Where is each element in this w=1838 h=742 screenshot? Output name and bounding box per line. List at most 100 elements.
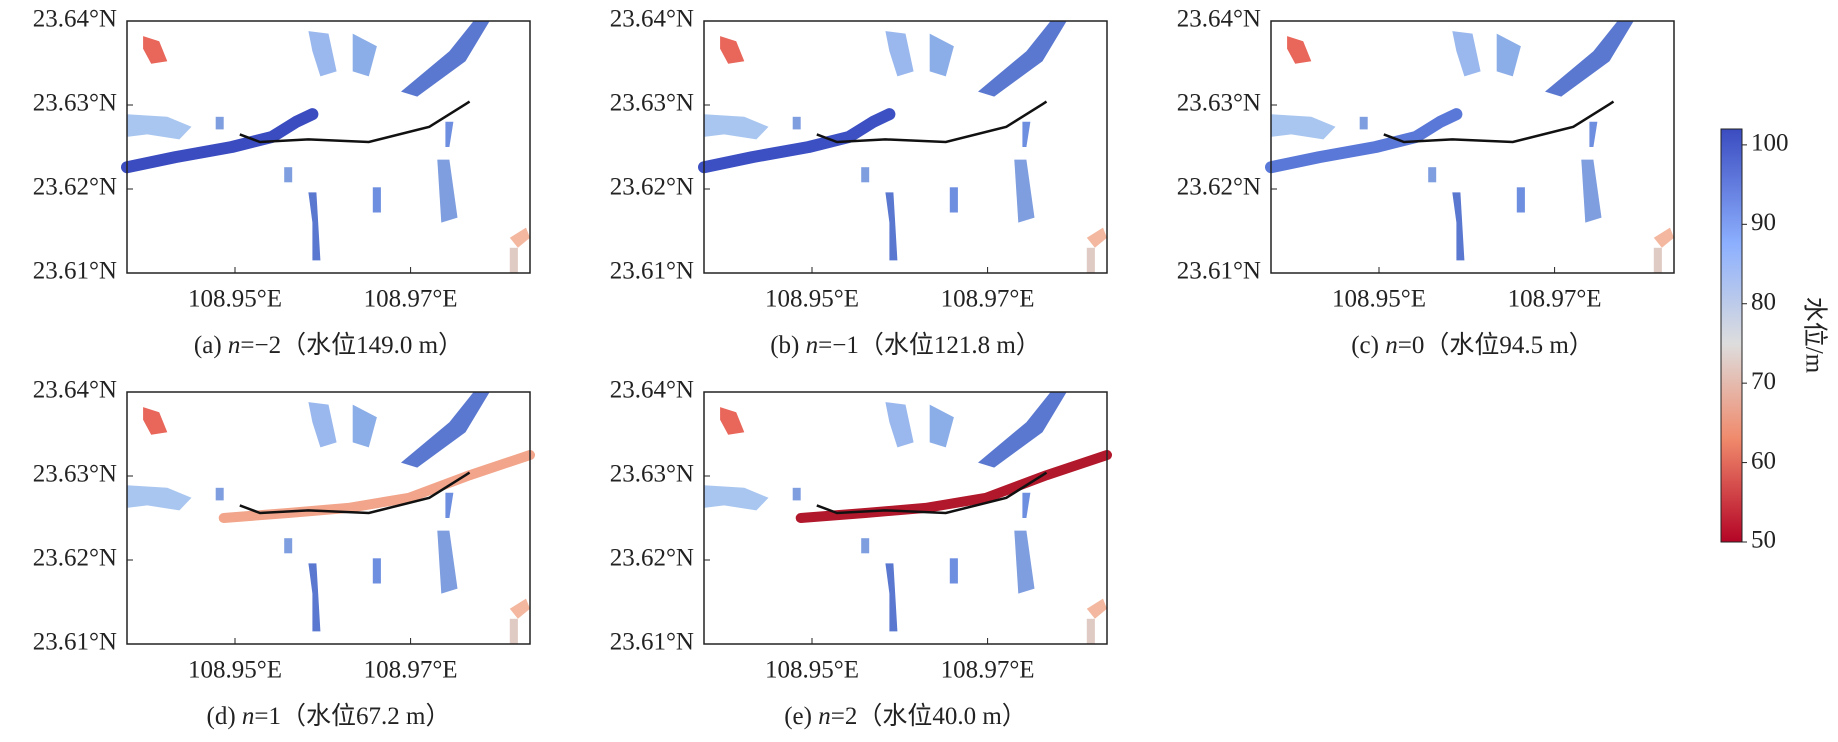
water-area [885,563,898,632]
water-area [127,114,192,140]
water-area [861,538,870,554]
river-inundation [1265,108,1463,174]
colorbar-tick-label: 90 [1751,209,1776,236]
water-area [509,598,530,619]
water-area [352,404,377,448]
lat-tick-label: 23.62°N [33,174,117,201]
water-area [720,407,745,435]
water-area [215,487,224,501]
caption-prefix: (a) [194,332,228,359]
water-area [885,31,914,77]
colorbar-tick-label: 100 [1751,130,1789,157]
water-area [127,485,192,511]
water-area [1359,116,1368,130]
lon-tick-label: 108.95°E [765,657,859,684]
water-area [445,492,454,518]
lon-tick-label: 108.97°E [941,286,1035,313]
caption-variable: n [242,703,255,730]
water-area [1653,247,1662,273]
water-area [215,116,224,130]
lat-tick-label: 23.62°N [33,545,117,572]
axes-frame [703,391,1108,645]
lat-tick-label: 23.64°N [33,377,117,404]
water-area [308,402,337,448]
lat-tick-label: 23.63°N [33,461,117,488]
lat-tick-label: 23.63°N [610,90,694,117]
lon-tick-label: 108.97°E [941,657,1035,684]
panel-caption: (e) n=2（水位40.0 m） [784,702,1027,730]
panel-caption: (a) n=−2（水位149.0 m） [194,331,463,359]
axes-frame [126,391,531,645]
caption-prefix: (e) [784,703,818,730]
map-panel: 23.61°N 23.62°N 23.63°N 23.64°N 108.95°E 108.… [610,377,1112,730]
water-area [978,21,1067,97]
caption-variable: n [806,332,819,359]
lon-tick-label: 108.95°E [1332,286,1426,313]
water-area [1589,121,1598,147]
water-area [978,392,1067,468]
water-area [143,36,168,64]
lat-tick-label: 23.61°N [610,629,694,656]
water-area [1516,187,1525,213]
axes-frame [703,20,1108,274]
map-panel: 23.61°N 23.62°N 23.63°N 23.64°N 108.95°E 108.… [33,6,531,359]
lat-tick-label: 23.63°N [33,90,117,117]
water-area [401,21,490,97]
water-area [929,33,954,77]
lon-tick-label: 108.95°E [188,286,282,313]
water-area [1022,492,1031,518]
caption-prefix: (b) [770,332,805,359]
water-area [929,404,954,448]
water-area [792,487,801,501]
lon-tick-label: 108.97°E [364,286,458,313]
lat-tick-label: 23.61°N [33,629,117,656]
river-inundation [795,450,1112,523]
lat-tick-label: 23.64°N [1177,6,1261,33]
caption-prefix: (c) [1351,332,1385,359]
water-area [1428,167,1437,183]
water-area [509,227,530,248]
map-panel: 23.61°N 23.62°N 23.63°N 23.64°N 108.95°E 108.… [33,377,535,730]
water-area [509,247,518,273]
colorbar-tick-label: 60 [1751,447,1776,474]
water-area [1653,227,1674,248]
caption-prefix: (d) [207,703,242,730]
road-line [239,100,471,144]
lat-tick-label: 23.64°N [610,6,694,33]
caption-rest: =2（水位40.0 m） [831,702,1027,730]
water-area [1014,530,1035,594]
water-area [1581,159,1602,223]
lat-tick-label: 23.63°N [1177,90,1261,117]
water-area [861,167,870,183]
water-area [1086,618,1095,644]
water-area [284,538,293,554]
panel-caption: (b) n=−1（水位121.8 m） [770,331,1041,359]
water-area [437,530,458,594]
lat-tick-label: 23.61°N [1177,258,1261,285]
water-area [143,407,168,435]
caption-rest: =0（水位94.5 m） [1398,331,1594,359]
water-area [445,121,454,147]
axes-frame [1270,20,1675,274]
caption-rest: =1（水位67.2 m） [254,702,450,730]
lat-tick-label: 23.62°N [1177,174,1261,201]
river-inundation [121,108,319,174]
water-area [704,114,769,140]
water-area [1496,33,1521,77]
axes-frame [126,20,531,274]
water-area [720,36,745,64]
colorbar-tick-label: 50 [1751,527,1776,554]
water-area [437,159,458,223]
water-area [1287,36,1312,64]
river-inundation [218,450,535,523]
caption-variable: n [818,703,831,730]
water-area [1545,21,1634,97]
river-inundation [698,108,896,174]
map-panel: 23.61°N 23.62°N 23.63°N 23.64°N 108.95°E 108.… [610,6,1108,359]
road-line [816,471,1048,515]
water-area [372,558,381,584]
caption-variable: n [1385,332,1398,359]
water-area [1452,192,1465,261]
colorbar-tick-label: 70 [1751,368,1776,395]
panel-caption: (c) n=0（水位94.5 m） [1351,331,1594,359]
